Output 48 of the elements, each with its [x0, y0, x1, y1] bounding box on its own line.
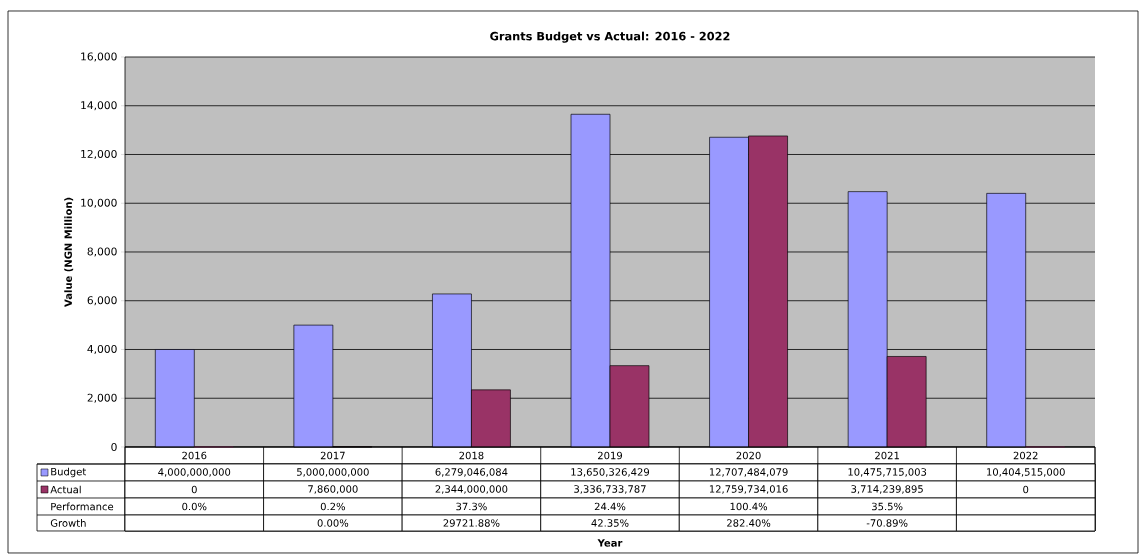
data-label: 37.3% — [456, 502, 487, 511]
x-axis-title: Year — [597, 539, 623, 547]
x-tick-label: 2017 — [320, 451, 345, 460]
y-axis-title: Value (NGN Million) — [64, 197, 74, 307]
data-label: 42.35% — [591, 519, 629, 527]
y-tick-label: 10,000 — [81, 198, 117, 208]
x-tick-label: 2022 — [1013, 451, 1038, 460]
legend-label: Actual — [50, 485, 81, 494]
x-tick-label: 2020 — [736, 451, 761, 460]
data-label: 4,000,000,000 — [158, 468, 231, 477]
y-tick-label: Performance — [51, 502, 114, 511]
x-tick-label: 2021 — [875, 451, 899, 460]
data-label: 100.4% — [730, 502, 768, 511]
data-label: 29721.88% — [443, 519, 500, 527]
y-tick-label: 8,000 — [87, 247, 117, 257]
data-label: 24.4% — [594, 502, 626, 511]
data-label: 10,475,715,003 — [848, 468, 927, 477]
y-tick-label: 14,000 — [81, 101, 117, 111]
data-label: 12,759,734,016 — [709, 485, 788, 494]
data-label: 7,860,000 — [308, 485, 358, 494]
data-label: 6,279,046,084 — [435, 468, 508, 477]
y-tick-label: Growth — [50, 519, 86, 527]
data-label: 0.2% — [320, 502, 346, 511]
data-label: 12,707,484,079 — [709, 468, 788, 477]
chart-title: Grants Budget vs Actual: 2016 - 2022 — [490, 31, 730, 43]
y-tick-label: 16,000 — [81, 52, 117, 62]
legend-label: Budget — [51, 467, 87, 478]
data-label: 0.0% — [182, 502, 207, 511]
data-label: 10,404,515,000 — [987, 468, 1065, 477]
data-label: 0 — [191, 485, 197, 494]
data-label: 3,714,239,895 — [851, 485, 923, 494]
data-label: -70.89% — [866, 519, 908, 527]
data-label: 13,650,326,429 — [571, 468, 650, 477]
y-tick-label: 12,000 — [81, 149, 117, 160]
data-label: 282.40% — [727, 519, 771, 527]
data-label: 0.00% — [317, 519, 349, 527]
x-tick-label: 2019 — [598, 451, 623, 460]
data-label: 0 — [1023, 485, 1029, 494]
y-tick-label: 2,000 — [87, 393, 117, 403]
y-tick-label: 4,000 — [87, 344, 117, 355]
y-tick-label: 6,000 — [87, 296, 117, 306]
data-label: 2,344,000,000 — [435, 485, 508, 494]
x-tick-label: 2016 — [182, 451, 207, 460]
data-label: 3,336,733,787 — [574, 485, 646, 494]
y-tick-label: 0 — [111, 442, 117, 452]
data-label: 5,000,000,000 — [297, 468, 369, 477]
data-label: 35.5% — [872, 502, 903, 511]
x-tick-label: 2018 — [459, 451, 484, 460]
